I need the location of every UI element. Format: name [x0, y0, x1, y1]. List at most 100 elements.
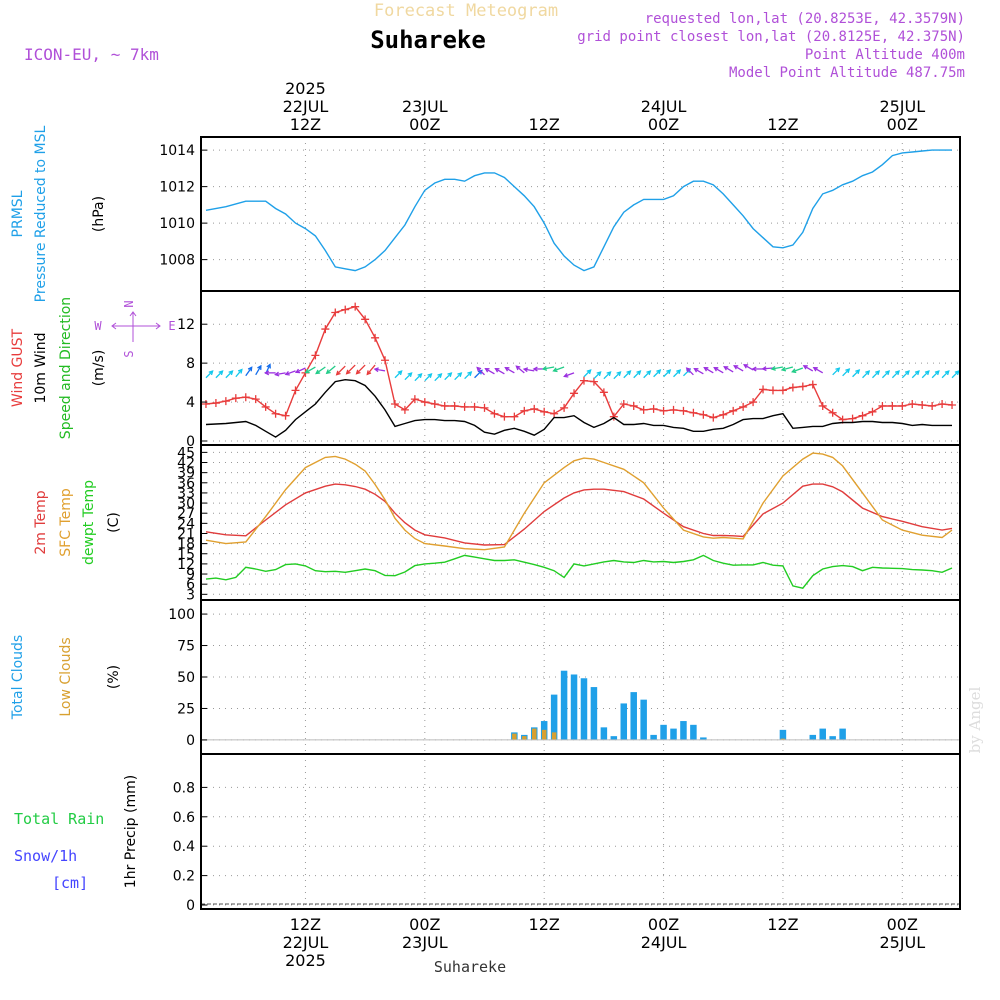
wind-arrow-head [845, 368, 851, 374]
wind-arrow-head [335, 370, 341, 376]
ytick-label: 0 [186, 733, 195, 749]
wind-arrow [673, 369, 681, 378]
ytick-label: 75 [177, 639, 195, 655]
wind-arrow-head [494, 368, 500, 373]
gust-marker [540, 407, 549, 416]
wind-arrow-head [733, 365, 739, 370]
gust-marker [470, 402, 479, 411]
wind-arrow-head [666, 369, 672, 375]
wind-arrow [931, 370, 940, 379]
wind-arrow [613, 371, 621, 380]
wind-arrow [714, 367, 724, 374]
gust-marker [828, 408, 837, 417]
model-label: ICON-EU, ~ 7km [24, 45, 159, 64]
compass-west: W [94, 319, 102, 333]
wind-arrow [225, 370, 233, 379]
wind-arrow-head [437, 373, 443, 379]
wind-arrow [515, 365, 525, 374]
wind-arrow-head [304, 368, 310, 374]
total-cloud-bar [779, 729, 787, 740]
gust-marker [550, 409, 559, 418]
gust-marker [878, 401, 887, 410]
top-time-label: 12Z [529, 115, 560, 134]
precip-legend-rain: Total Rain [14, 810, 104, 828]
data-layer [201, 149, 960, 905]
wind-arrow-head [373, 367, 379, 373]
gust-marker [908, 400, 917, 409]
gust-marker [848, 414, 857, 423]
wind-arrow-head [294, 368, 301, 374]
total-cloud-bar [819, 728, 826, 740]
wind-arrow [476, 367, 485, 376]
gust-marker [858, 411, 867, 420]
ytick-label: 6 [186, 577, 195, 593]
gust-marker [211, 399, 220, 408]
wind-arrow-head [552, 367, 558, 373]
ytick-label: 3 [186, 587, 195, 603]
wind-arrow-head [484, 368, 490, 373]
gust-marker [480, 403, 489, 412]
ytick-label: 100 [168, 607, 195, 623]
gust-marker [669, 405, 678, 414]
wind-arrow [394, 370, 403, 379]
station-title: Suhareke [370, 26, 486, 54]
gust-marker [251, 395, 260, 404]
ylabel-pressure: Pressure Reduced to MSL [33, 125, 49, 302]
top-time-label: 12Z [767, 115, 798, 134]
wind-arrow [404, 372, 413, 381]
gust-marker [778, 386, 787, 395]
gust-marker [719, 410, 728, 419]
gust-marker [570, 389, 579, 398]
total-cloud-bar [580, 678, 588, 740]
top-time-label: 2025 [285, 79, 326, 98]
gust-marker [788, 383, 797, 392]
ylabel-pressure: PRMSL [10, 190, 26, 237]
wind-arrow-head [247, 366, 253, 372]
wind-arrow-head [407, 372, 413, 378]
gust-marker [201, 400, 210, 409]
wind-arrow-head [563, 372, 569, 378]
gust-marker [271, 409, 280, 418]
ylabel-wind: Speed and Direction [58, 297, 74, 439]
total-cloud-bar [620, 703, 628, 740]
wind-arrow [872, 370, 880, 379]
wind-arrow [346, 364, 356, 375]
wind-arrow-head [703, 367, 709, 372]
gust-marker [221, 397, 230, 406]
wind-arrow [305, 366, 316, 374]
wind-arrow [704, 367, 714, 374]
gust-marker [709, 413, 718, 422]
gust-marker [599, 388, 608, 397]
top-time-label: 22JUL [283, 97, 329, 116]
gust-marker [948, 400, 957, 409]
ytick-label: 12 [177, 317, 195, 333]
total-cloud-bar [660, 724, 667, 740]
ytick-label: 50 [177, 670, 195, 686]
top-time-label: 25JUL [879, 97, 925, 116]
total-cloud-bar [700, 737, 707, 740]
wind-arrow-head [274, 371, 280, 377]
ylabel-temp: 2m Temp [33, 490, 49, 554]
wind-arrow-head [467, 371, 473, 377]
gust-marker [639, 405, 648, 414]
ytick-label: 8 [186, 356, 195, 372]
wind-arrow [633, 370, 641, 379]
gust-marker [938, 400, 947, 409]
ytick-label: 9 [186, 567, 195, 583]
wind-arrow-head [606, 371, 612, 377]
wind-arrow-head [522, 367, 529, 373]
ylabel-clouds: (%) [106, 665, 122, 689]
wind-arrow [326, 365, 336, 374]
wind-arrow [792, 367, 804, 373]
ytick-label: 15 [177, 547, 195, 563]
wind-arrow-head [476, 366, 482, 372]
wind-arrow-head [693, 368, 699, 373]
gust-marker [928, 401, 937, 410]
bottom-time-label: 24JUL [641, 933, 687, 952]
wind-arrow-head [266, 363, 271, 369]
total-cloud-bar [610, 736, 618, 740]
wind-arrow [366, 364, 376, 375]
total-cloud-bar [600, 727, 608, 740]
wind-arrow [523, 368, 535, 372]
wind-arrow [295, 367, 306, 373]
